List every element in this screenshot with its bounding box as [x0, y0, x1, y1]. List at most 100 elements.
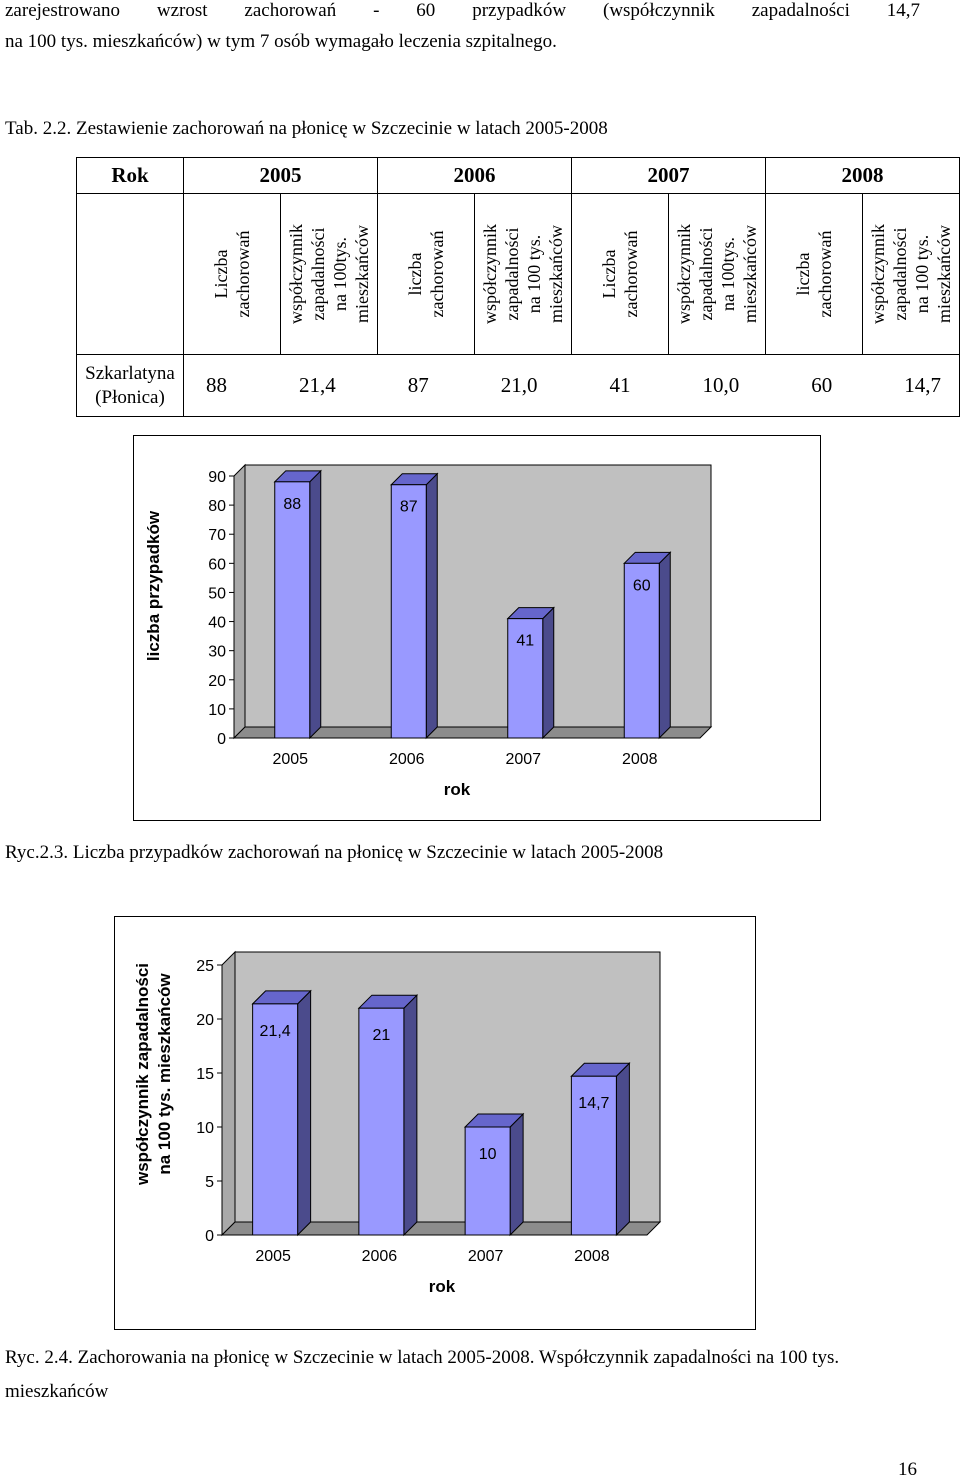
y-tick-label: 90 — [208, 469, 226, 486]
x-tick-label: 2005 — [272, 751, 308, 768]
y-tick-label: 5 — [205, 1174, 214, 1191]
x-tick-label: 2008 — [574, 1248, 610, 1265]
bar-2005 — [252, 1003, 299, 1236]
subheader-line: współczynnik — [480, 224, 500, 324]
table-corner: Rok — [76, 157, 184, 194]
bar-2005 — [274, 481, 311, 739]
data-label: 21 — [372, 1027, 390, 1044]
table-subheader-4: współczynnik zapadalności na 100 tys. miesz… — [474, 193, 572, 355]
subheader-line: mieszkańców — [352, 225, 372, 323]
subheader-text: liczba zachorowań — [404, 231, 448, 318]
y-tick-label: 10 — [208, 702, 226, 719]
data-label: 41 — [516, 633, 534, 650]
bar-side — [297, 989, 312, 1237]
intro-line-1: zarejestrowano wzrost zachorowań - 60 pr… — [5, 0, 920, 21]
y-tick-label: 10 — [196, 1120, 214, 1137]
bar-side — [658, 551, 671, 740]
y-tick-label: 20 — [208, 673, 226, 690]
chart-cases-svg: 0 10 20 30 40 50 60 70 80 90 88 2005 87 2006 41 2007 60 2… — [144, 463, 713, 799]
y-axis-label: na 100 tys. mieszkańców — [155, 973, 174, 1175]
subheader-line: współczynnik — [674, 224, 694, 324]
x-tick-label: 2006 — [362, 1248, 398, 1265]
x-tick-label: 2008 — [622, 751, 658, 768]
subheader-line: Liczba — [211, 249, 231, 299]
table-year-2008: 2008 — [765, 157, 960, 194]
subheader-line: współczynnik — [868, 224, 888, 324]
subheader-line: zachorowań — [621, 230, 641, 318]
x-tick-label: 2007 — [505, 751, 541, 768]
subheader-text: współczynnik zapadalności na 100 tys. miesz… — [479, 224, 567, 324]
y-axis-label: liczba przypadków — [144, 510, 163, 661]
value-2007-cases: 41 — [609, 373, 631, 397]
bar-side — [403, 993, 418, 1237]
x-tick-label: 2005 — [255, 1248, 291, 1265]
bar-side — [309, 469, 322, 740]
intro-line-2: na 100 tys. mieszkańców) w tym 7 osób wy… — [5, 31, 557, 52]
subheader-line: współczynnik — [286, 224, 306, 324]
value-2005-rate: 21,4 — [299, 373, 336, 397]
y-tick-label: 15 — [196, 1066, 214, 1083]
data-label: 87 — [400, 499, 418, 516]
subheader-line: Liczba — [599, 249, 619, 299]
value-2008-rate: 14,7 — [904, 373, 941, 397]
plot-side-wall — [233, 463, 246, 740]
table-row-label: Szkarlatyna (Płonica) — [76, 354, 184, 417]
bar-side — [509, 1112, 524, 1237]
subheader-text: Liczba zachorowań — [210, 231, 254, 318]
table-empty-cell — [76, 193, 184, 355]
table-subheader-8: współczynnik zapadalności na 100 tys. miesz… — [862, 193, 960, 355]
subheader-line: zapadalności — [696, 227, 716, 321]
page-number: 16 — [898, 1459, 917, 1480]
y-axis-label: współczynnik zapadalności — [133, 963, 152, 1186]
table-subheader-7: liczba zachorowań — [765, 193, 863, 355]
y-tick-label: 60 — [208, 556, 226, 573]
x-axis-label: rok — [429, 1277, 456, 1296]
data-label: 14,7 — [578, 1095, 609, 1112]
caption-chart-rate-line-2: mieszkańców — [5, 1381, 109, 1402]
subheader-line: zachorowań — [233, 230, 253, 318]
subheader-line: mieszkańców — [934, 225, 954, 323]
data-label: 88 — [283, 496, 301, 513]
y-tick-label: 0 — [205, 1228, 214, 1245]
value-2005-cases: 88 — [206, 373, 227, 397]
value-2008-cases: 60 — [811, 373, 833, 397]
subheader-text: liczba zachorowań — [792, 231, 836, 318]
subheader-line: mieszkańców — [740, 225, 760, 323]
summary-table: Rok 2005 2006 2007 2008 Liczba zachorowań… — [76, 157, 960, 417]
subheader-text: współczynnik zapadalności na 100 tys. miesz… — [867, 224, 955, 324]
y-tick-label: 40 — [208, 615, 226, 632]
table-subheader-5: Liczba zachorowań — [571, 193, 669, 355]
chart-rate-svg: 0 5 10 15 20 25 21,4 2005 21 2006 10 2007 14,7 2008 ro… — [133, 950, 662, 1296]
data-label: 21,4 — [260, 1023, 291, 1040]
subheader-line: mieszkańców — [546, 225, 566, 323]
data-label: 60 — [633, 577, 651, 594]
y-tick-label: 0 — [217, 731, 226, 748]
plot-side-wall — [221, 950, 236, 1237]
bar-side — [425, 472, 438, 740]
caption-chart-rate-line-1: Ryc. 2.4. Zachorowania na płonicę w Szcz… — [5, 1347, 840, 1368]
subheader-line: na 100tys. — [718, 237, 738, 312]
y-tick-label: 25 — [196, 958, 214, 975]
chart-rate: 0 5 10 15 20 25 21,4 2005 21 2006 10 2007 14,7 2008 ro… — [114, 916, 756, 1330]
subheader-line: zachorowań — [815, 230, 835, 318]
subheader-line: zapadalności — [890, 227, 910, 321]
data-label: 10 — [479, 1146, 497, 1163]
table-values-cell: 88 21,4 87 21,0 41 10,0 60 14,7 — [183, 354, 960, 417]
y-tick-label: 70 — [208, 527, 226, 544]
subheader-line: na 100 tys. — [912, 234, 932, 314]
bar-2006 — [390, 484, 427, 739]
x-axis-label: rok — [444, 780, 471, 799]
plot-floor — [232, 726, 713, 739]
table-year-2005: 2005 — [183, 157, 378, 194]
subheader-line: zapadalności — [502, 227, 522, 321]
subheader-line: zapadalności — [308, 227, 328, 321]
row-label-line-2: (Płonica) — [95, 386, 165, 408]
chart-cases: 0 10 20 30 40 50 60 70 80 90 88 2005 87 2006 41 2007 60 2… — [133, 435, 821, 821]
subheader-line: zachorowań — [427, 230, 447, 318]
caption-chart-cases: Ryc.2.3. Liczba przypadków zachorowań na… — [5, 842, 664, 863]
y-tick-label: 20 — [196, 1012, 214, 1029]
bar-2007 — [464, 1126, 511, 1236]
bar-2008 — [570, 1075, 617, 1236]
subheader-line: na 100 tys. — [524, 234, 544, 314]
subheader-line: na 100tys. — [330, 237, 350, 312]
